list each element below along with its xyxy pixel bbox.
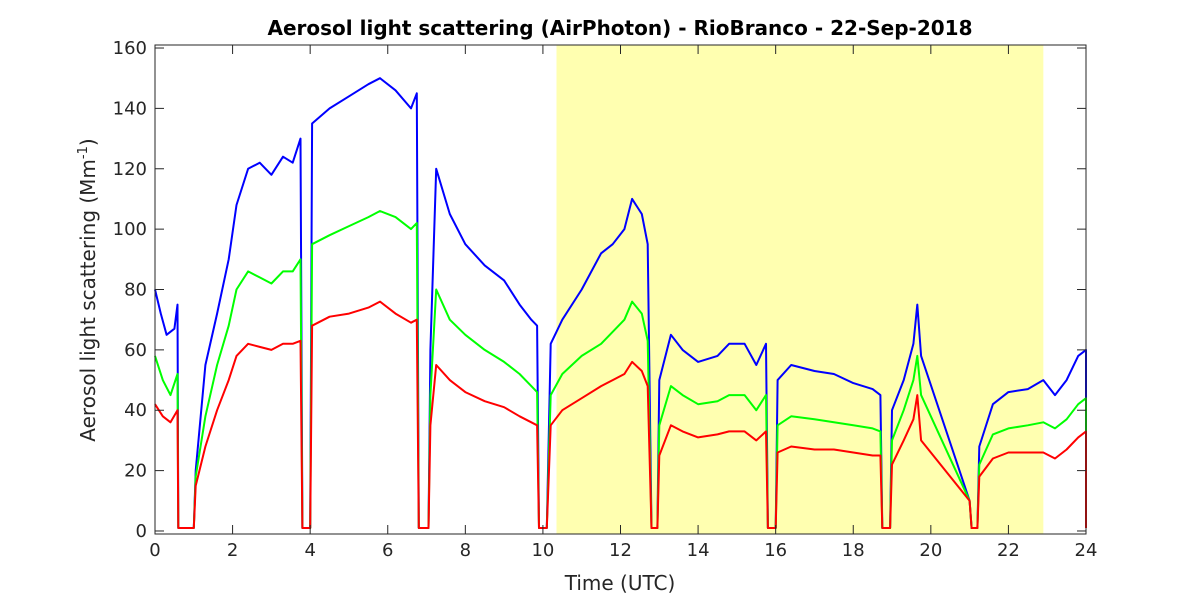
series-line-2 — [154, 300, 1087, 529]
x-tick-label: 0 — [149, 540, 160, 561]
y-tick-label: 60 — [124, 340, 147, 361]
x-tick-label: 6 — [382, 540, 393, 561]
x-tick-label: 12 — [609, 540, 632, 561]
x-tick-label: 18 — [842, 540, 865, 561]
y-axis-label-superscript: -1 — [76, 146, 91, 159]
x-axis-label: Time (UTC) — [564, 571, 676, 595]
y-tick-label: 0 — [136, 521, 147, 542]
x-tick-label: 4 — [304, 540, 315, 561]
y-axis-label: Aerosol light scattering (Mm-1) — [76, 138, 100, 441]
y-tick-label: 80 — [124, 280, 147, 301]
ticks-layer: 0 2 4 6 8 10 12 14 16 18 20 22 240204060801001201401… — [113, 38, 1098, 561]
x-tick-label: 2 — [227, 540, 238, 561]
x-tick-label: 24 — [1075, 540, 1098, 561]
chart-title: Aerosol light scattering (AirPhoton) - R… — [268, 16, 973, 40]
x-tick-label: 22 — [997, 540, 1020, 561]
y-axis-label-close: ) — [76, 138, 100, 146]
series-line-1 — [154, 210, 1087, 529]
x-tick-label: 8 — [460, 540, 471, 561]
series-layer — [154, 77, 1087, 529]
y-tick-label: 160 — [113, 38, 147, 59]
x-tick-label: 10 — [531, 540, 554, 561]
y-axis-label-main: Aerosol light scattering (Mm — [76, 159, 100, 442]
x-tick-label: 16 — [764, 540, 787, 561]
y-tick-label: 40 — [124, 400, 147, 421]
y-tick-label: 20 — [124, 461, 147, 482]
x-tick-label: 20 — [919, 540, 942, 561]
highlight-region — [556, 45, 1044, 534]
x-tick-label: 14 — [687, 540, 710, 561]
y-tick-label: 140 — [113, 98, 147, 119]
y-tick-label: 120 — [113, 159, 147, 180]
series-line-0 — [154, 77, 1087, 529]
y-tick-label: 100 — [113, 219, 147, 240]
